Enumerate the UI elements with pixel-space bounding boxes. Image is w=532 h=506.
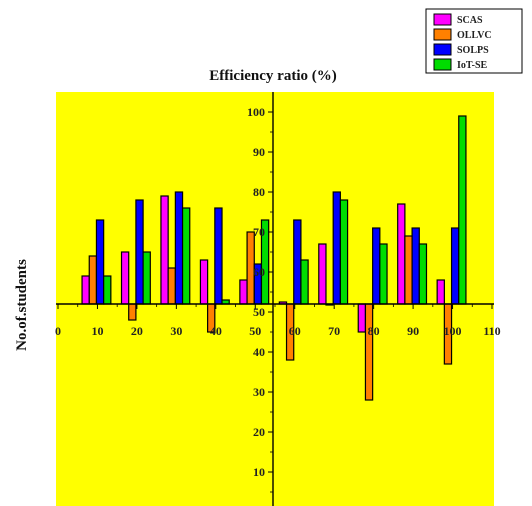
x-tick-label-90: 90 <box>407 324 419 338</box>
bar-iot-se-70 <box>339 199 349 305</box>
bar-iot-se-100 <box>458 115 467 305</box>
legend: SCAS OLLVC SOLPS IoT-SE <box>425 8 523 74</box>
bar-scas-40 <box>199 259 209 305</box>
y-tick-label-20: 20 <box>253 425 265 439</box>
bar-solps-10 <box>95 219 105 305</box>
y-axis-label: No.of.students <box>14 259 30 351</box>
bar-scas-70 <box>318 243 327 305</box>
x-tick-label-0: 0 <box>55 324 61 338</box>
bar-ollvc-20 <box>128 303 137 321</box>
bar-solps-20 <box>135 199 144 305</box>
bar-iot-se-90 <box>418 243 428 305</box>
x-tick-label-80: 80 <box>368 324 380 338</box>
bar-ollvc-80 <box>364 303 374 401</box>
bar-iot-se-30 <box>181 207 191 305</box>
x-tick-label-30: 30 <box>170 324 182 338</box>
legend-swatch-iot-se <box>433 58 452 71</box>
bar-solps-70 <box>332 191 341 305</box>
x-tick-label-40: 40 <box>210 324 222 338</box>
legend-swatch-ollvc <box>433 28 452 41</box>
bar-solps-30 <box>174 191 184 305</box>
chart-title: Efficiency ratio (%) <box>209 68 336 84</box>
bar-iot-se-80 <box>379 243 388 305</box>
x-tick-label-70: 70 <box>328 324 340 338</box>
y-tick-label-30: 30 <box>253 385 265 399</box>
bar-solps-100 <box>450 227 460 305</box>
bar-iot-se-60 <box>300 259 309 305</box>
y-tick-label-10: 10 <box>253 465 265 479</box>
bar-solps-90 <box>411 227 420 305</box>
bar-scas-90 <box>397 203 406 305</box>
y-tick-label-90: 90 <box>253 145 265 159</box>
bar-scas-20 <box>120 251 130 305</box>
axes-layer: 0102030405060708090100110010203040506070… <box>55 92 501 506</box>
bar-solps-40 <box>214 207 223 305</box>
bar-solps-80 <box>372 227 381 305</box>
bar-iot-se-10 <box>103 275 112 305</box>
x-tick-label-20: 20 <box>131 324 143 338</box>
y-tick-label-40: 40 <box>253 345 265 359</box>
bar-scas-100 <box>436 279 445 305</box>
bar-iot-se-20 <box>142 251 151 305</box>
bar-scas-80 <box>357 303 367 333</box>
legend-swatch-solps <box>433 43 452 56</box>
bar-solps-60 <box>293 219 302 305</box>
legend-swatch-scas <box>433 13 452 26</box>
y-tick-label-60: 60 <box>253 265 265 279</box>
y-tick-label-80: 80 <box>253 185 265 199</box>
y-tick-label-50: 50 <box>253 305 265 319</box>
y-tick-label-100: 100 <box>247 105 265 119</box>
bar-ollvc-30 <box>167 267 176 305</box>
legend-label-solps: SOLPS <box>457 45 489 56</box>
x-tick-label-100: 100 <box>444 324 462 338</box>
bar-scas-10 <box>81 275 90 305</box>
legend-label-ollvc: OLLVC <box>457 30 492 41</box>
y-tick-label-70: 70 <box>253 225 265 239</box>
x-tick-label-110: 110 <box>483 324 500 338</box>
legend-label-iot-se: IoT-SE <box>457 60 488 71</box>
x-tick-label-50: 50 <box>249 324 261 338</box>
bar-ollvc-10 <box>88 255 98 305</box>
x-tick-label-10: 10 <box>91 324 103 338</box>
x-tick-label-60: 60 <box>289 324 301 338</box>
bar-ollvc-90 <box>404 235 413 305</box>
legend-label-scas: SCAS <box>457 15 483 26</box>
bar-scas-30 <box>160 195 169 305</box>
bar-scas-50 <box>239 279 248 305</box>
